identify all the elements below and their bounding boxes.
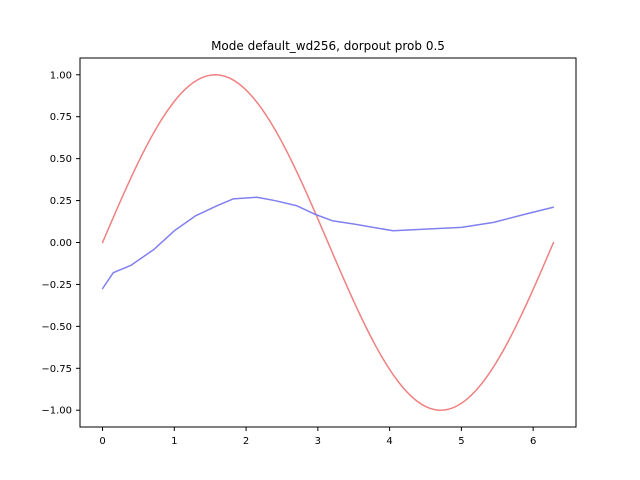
x-tick-label: 0 [99, 436, 105, 447]
y-tick-label: 0.00 [50, 238, 72, 249]
y-tick-label: −0.75 [41, 364, 72, 375]
y-tick-label: −0.50 [41, 322, 72, 333]
x-tick-label: 2 [243, 436, 249, 447]
y-tick-label: 0.50 [50, 154, 72, 165]
model-output-series-line [101, 196, 554, 290]
series-layer [101, 74, 555, 411]
y-tick-label: 0.25 [50, 196, 72, 207]
x-tick-label: 6 [530, 436, 536, 447]
x-tick-label: 5 [458, 436, 464, 447]
x-tick-label: 4 [386, 436, 392, 447]
x-tick-label: 1 [171, 436, 177, 447]
y-tick-label: −0.25 [41, 280, 72, 291]
sine-series-line [101, 74, 555, 411]
axis-layer: 0 1 2 3 4 5 6 1.00 0.75 0.50 0.25 0.00 −0.25 −0.50 −0.… [41, 70, 536, 447]
chart-title: Mode default_wd256, dorpout prob 0.5 [211, 39, 445, 53]
y-tick-label: 0.75 [50, 112, 72, 123]
x-tick-label: 3 [315, 436, 321, 447]
y-tick-label: 1.00 [50, 70, 72, 81]
y-tick-label: −1.00 [41, 406, 72, 417]
plot-frame [79, 57, 577, 428]
